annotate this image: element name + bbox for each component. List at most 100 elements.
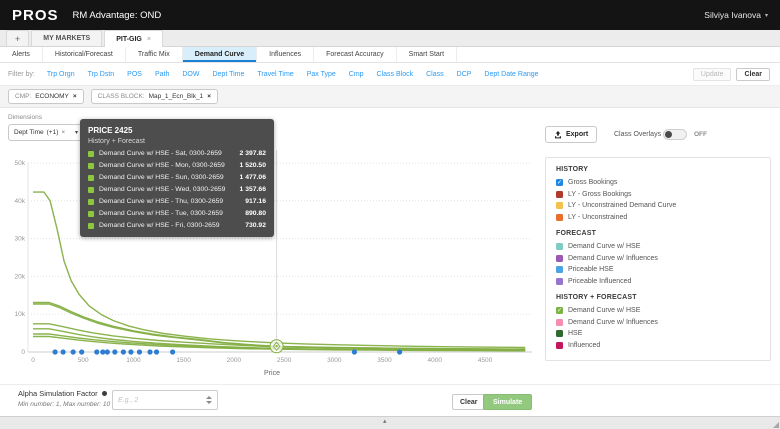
gross-bookings-point[interactable] — [170, 349, 176, 355]
legend-item-demand-curve-w-hse[interactable]: ✓ Demand Curve w/ HSE — [556, 305, 760, 317]
filter-link-path[interactable]: Path — [154, 70, 170, 78]
clear-filters-button[interactable]: Clear — [736, 67, 770, 81]
gross-bookings-point[interactable] — [94, 349, 100, 355]
filter-link-trp-orgn[interactable]: Trp Orgn — [46, 70, 75, 78]
filter-link-cmp[interactable]: Cmp — [348, 70, 364, 78]
gross-bookings-point[interactable] — [104, 349, 110, 355]
simulate-button[interactable]: Simulate — [483, 394, 533, 410]
gross-bookings-point[interactable] — [147, 349, 153, 355]
legend-item-label: LY - Gross Bookings — [568, 190, 632, 198]
filter-link-dow[interactable]: DOW — [182, 70, 200, 78]
filter-link-class[interactable]: Class — [426, 70, 444, 78]
legend-item-priceable-influenced[interactable]: Priceable Influenced — [556, 276, 760, 288]
legend-item-influenced[interactable]: Influenced — [556, 340, 760, 352]
gross-bookings-point[interactable] — [128, 349, 134, 355]
export-button[interactable]: Export — [545, 126, 598, 143]
checked-checkbox-icon[interactable]: ✓ — [556, 307, 563, 315]
alpha-factor-label-text: Alpha Simulation Factor — [18, 389, 98, 398]
alpha-factor-hint: Min number: 1, Max number: 10 — [18, 401, 111, 408]
gross-bookings-point[interactable] — [120, 349, 126, 355]
add-market-tab-button[interactable]: + — [6, 30, 30, 46]
legend-swatch-icon — [556, 318, 563, 326]
subtab-influences[interactable]: Influences — [257, 47, 315, 62]
legend-section-title: HISTORY — [556, 166, 589, 173]
filter-link-travel-time[interactable]: Travel Time — [257, 70, 294, 78]
subtab-forecast-accuracy[interactable]: Forecast Accuracy — [314, 47, 397, 62]
gross-bookings-point[interactable] — [60, 349, 66, 355]
tooltip-series-label: Demand Curve w/ HSE - Mon, 0300-2659 — [99, 162, 225, 169]
legend-swatch-icon — [556, 277, 563, 285]
filter-link-class-block[interactable]: Class Block — [376, 70, 414, 78]
close-tab-icon[interactable]: × — [146, 36, 151, 43]
curve-demand-curve-w-hse-wed-0300-2659[interactable] — [33, 323, 526, 351]
legend-item-demand-curve-w-influences[interactable]: Demand Curve w/ Influences — [556, 253, 760, 265]
remove-dimension-icon[interactable]: × — [61, 129, 66, 136]
legend-item-priceable-hse[interactable]: Priceable HSE — [556, 264, 760, 276]
gross-bookings-point[interactable] — [112, 349, 118, 355]
stepper-up-icon[interactable] — [206, 396, 212, 399]
chart-tooltip: PRICE 2425 History + Forecast Demand Cur… — [80, 119, 274, 237]
legend-item-gross-bookings[interactable]: ✓ Gross Bookings — [556, 177, 760, 189]
tab-pit-gig[interactable]: PIT-GIG × — [104, 30, 163, 48]
legend-item-ly-unconstrained[interactable]: LY - Unconstrained — [556, 212, 760, 224]
tooltip-series-value: 2 397.82 — [239, 150, 266, 157]
tooltip-row: Demand Curve w/ HSE - Fri, 0300-2659 730.… — [88, 222, 266, 229]
resize-grip-icon[interactable] — [773, 422, 779, 428]
checked-checkbox-icon[interactable]: ✓ — [556, 179, 563, 187]
curve-demand-curve-w-hse-fri-0300-2659[interactable] — [33, 335, 526, 352]
tooltip-series-label: Demand Curve w/ HSE - Sat, 0300-2659 — [99, 150, 222, 157]
user-menu[interactable]: Silviya Ivanova ▾ — [704, 10, 768, 20]
gross-bookings-point[interactable] — [136, 349, 143, 355]
filter-link-dept-date-range[interactable]: Dept Date Range — [484, 70, 539, 78]
tab-label: PIT-GIG — [116, 36, 142, 43]
subtab-smart-start[interactable]: Smart Start — [397, 47, 458, 62]
curve-demand-curve-w-hse-sat-0300-2659[interactable] — [33, 191, 526, 349]
filter-link-pax-type[interactable]: Pax Type — [306, 70, 336, 78]
legend-item-label: Demand Curve w/ Influences — [568, 318, 658, 326]
tooltip-series-value: 890.80 — [245, 210, 266, 217]
legend-item-demand-curve-w-influences[interactable]: Demand Curve w/ Influences — [556, 317, 760, 329]
filter-link-dcp[interactable]: DCP — [456, 70, 472, 78]
subtab-alerts[interactable]: Alerts — [0, 47, 43, 62]
number-stepper[interactable] — [206, 396, 212, 404]
filter-link-dept-time[interactable]: Dept Time — [212, 70, 245, 78]
tooltip-series-label: Demand Curve w/ HSE - Fri, 0300-2659 — [99, 222, 220, 229]
update-button[interactable]: Update — [692, 67, 732, 81]
dimensions-dropdown[interactable]: Dept Time (+1) × ▾ — [8, 124, 84, 141]
clear-simulation-button[interactable]: Clear — [452, 394, 486, 410]
legend-section-title: HISTORY + FORECAST — [556, 294, 637, 301]
stepper-down-icon[interactable] — [206, 401, 212, 404]
info-icon[interactable] — [101, 391, 107, 396]
tab-my-markets[interactable]: MY MARKETS — [31, 30, 103, 46]
filter-link-pos[interactable]: POS — [127, 70, 142, 78]
gross-bookings-point[interactable] — [100, 349, 106, 355]
gross-bookings-point[interactable] — [70, 349, 76, 355]
gross-bookings-point[interactable] — [153, 349, 160, 355]
filter-link-trp-dstn[interactable]: Trp Dstn — [87, 70, 115, 78]
gross-bookings-point[interactable] — [397, 349, 403, 355]
legend-item-ly-gross-bookings[interactable]: LY - Gross Bookings — [556, 189, 760, 201]
demand-curve-chart[interactable]: 0 10k 20k 30k 40k 50k 0 500 1000 1500 2000 2500 3000… — [0, 148, 540, 388]
tooltip-row: Demand Curve w/ HSE - Tue, 0300-2659 890.… — [88, 210, 266, 217]
gross-bookings-point[interactable] — [79, 349, 85, 355]
legend-item-hse[interactable]: HSE — [556, 328, 760, 340]
legend-item-demand-curve-w-hse[interactable]: Demand Curve w/ HSE — [556, 241, 760, 253]
filter-actions: Update Clear — [692, 67, 772, 81]
gross-bookings-point[interactable] — [52, 349, 58, 355]
tooltip-series-value: 1 357.66 — [239, 186, 266, 193]
tooltip-series-value: 917.16 — [245, 198, 266, 205]
x-tick-label: 1000 — [126, 357, 141, 364]
legend-item-ly-unconstrained-demand-curve[interactable]: LY - Unconstrained Demand Curve — [556, 200, 760, 212]
class-overlays-toggle[interactable] — [663, 129, 687, 140]
x-tick-label: 4500 — [478, 357, 493, 364]
subtab-historical-forecast[interactable]: Historical/Forecast — [43, 47, 126, 62]
series-swatch-icon — [88, 162, 94, 169]
subtab-demand-curve[interactable]: Demand Curve — [182, 47, 258, 62]
subtab-traffic-mix[interactable]: Traffic Mix — [126, 47, 183, 62]
chart-legend-panel: HISTORY ✓ Gross Bookings LY - Gross Booking… — [545, 157, 771, 361]
remove-chip-icon[interactable]: × — [72, 93, 77, 100]
collapse-panel-icon[interactable]: ▴ — [383, 418, 387, 425]
gross-bookings-point[interactable] — [351, 349, 358, 355]
alpha-factor-input[interactable] — [118, 396, 203, 404]
remove-chip-icon[interactable]: × — [207, 93, 211, 100]
